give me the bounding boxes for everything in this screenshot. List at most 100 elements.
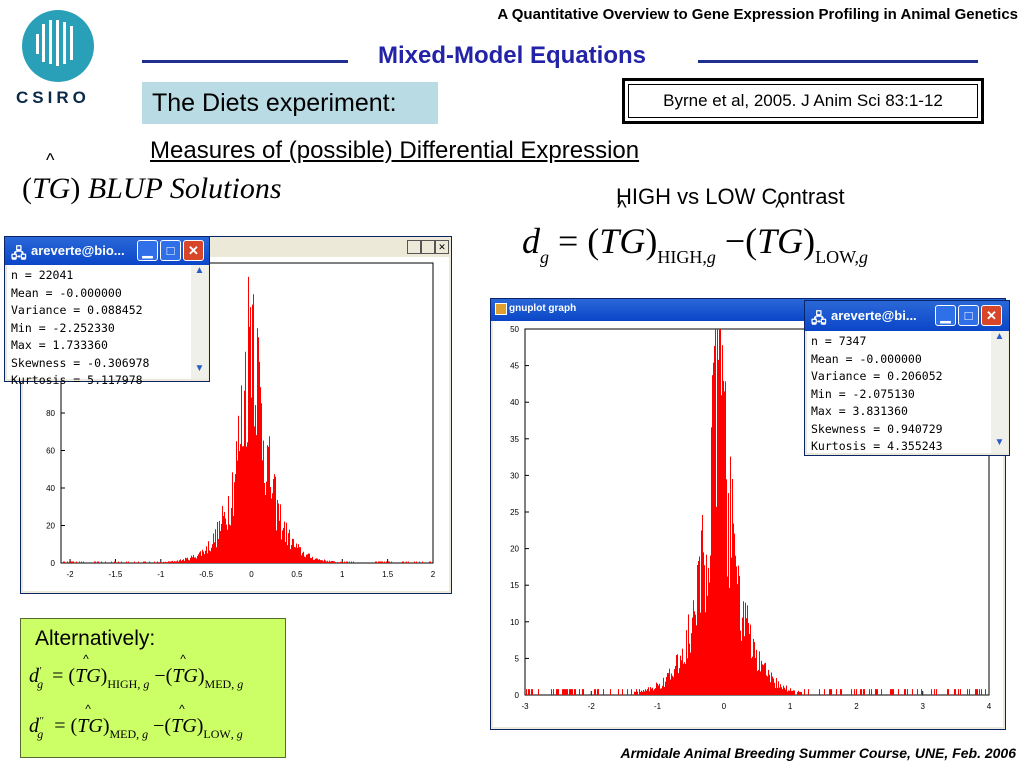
right-hist-bar <box>739 575 740 695</box>
right-hist-bar <box>738 565 739 695</box>
minimize-button[interactable] <box>407 240 421 254</box>
maximize-button[interactable] <box>421 240 435 254</box>
scroll-down-icon[interactable]: ▼ <box>994 437 1005 448</box>
left-hist-bar <box>182 560 183 563</box>
scroll-down-icon[interactable]: ▼ <box>194 363 205 374</box>
right-hist-bar <box>674 669 675 695</box>
scroll-up-icon[interactable]: ▲ <box>194 265 205 276</box>
right-hist-bar <box>635 691 636 695</box>
right-hist-bar <box>967 689 968 695</box>
right-hist-x-tick-label: -1 <box>654 702 662 711</box>
left-hist-bar <box>134 561 135 563</box>
close-button[interactable]: ✕ <box>981 305 1002 326</box>
left-stats-line: Min = -2.252330 <box>11 320 115 335</box>
minimize-button[interactable]: ▁ <box>137 240 158 261</box>
left-hist-bar <box>386 561 387 563</box>
maximize-button[interactable]: □ <box>160 240 181 261</box>
left-hist-bar <box>172 560 173 563</box>
right-hist-bar <box>797 692 798 695</box>
left-hist-bar <box>268 446 269 563</box>
right-hist-bar <box>570 689 571 695</box>
right-stats-scrollbar[interactable]: ▲ ▼ <box>991 331 1008 453</box>
right-hist-bar <box>960 689 961 695</box>
right-hist-bar <box>562 689 563 695</box>
left-hist-bar <box>166 562 167 563</box>
left-hist-bar <box>225 518 226 563</box>
right-plot-window[interactable]: gnuplot graph 0 5 10 15 20 25 30 35 40 45 50 -3 -2 -1… <box>490 298 1006 730</box>
left-hist-bar <box>279 520 280 563</box>
left-hist-bar <box>315 558 316 563</box>
right-hist-bar <box>657 683 658 695</box>
scroll-up-icon[interactable]: ▲ <box>994 331 1005 342</box>
close-button[interactable]: ✕ <box>183 240 204 261</box>
right-hist-x-tick-label: -2 <box>588 702 596 711</box>
minimize-button[interactable]: ▁ <box>935 305 956 326</box>
right-hist-bar <box>705 612 706 695</box>
right-hist-bar <box>787 691 788 695</box>
right-hist-bar <box>776 678 777 695</box>
low-subscript: LOW <box>815 247 855 267</box>
right-hist-bar <box>595 689 596 695</box>
right-hist-x-tick-label: 0 <box>722 702 727 711</box>
right-hist-bar <box>746 618 747 695</box>
right-hist-bar <box>808 689 809 695</box>
right-stats-titlebar[interactable]: 🖧 areverte@bi... ▁ □ ✕ <box>805 301 1009 331</box>
right-hist-bar <box>695 614 696 695</box>
med-subscript: MED <box>204 677 232 691</box>
left-hist-bar <box>349 561 350 563</box>
maximize-button[interactable]: □ <box>958 305 979 326</box>
left-hist-bar <box>275 476 276 563</box>
left-hist-bar <box>389 561 390 563</box>
left-hist-bar <box>282 530 283 563</box>
left-hist-bar <box>111 561 112 563</box>
right-hist-bar <box>677 654 678 695</box>
right-hist-bar <box>721 395 722 695</box>
right-hist-bar <box>907 689 908 695</box>
left-stats-line: Kurtosis = 5.117978 <box>11 373 143 387</box>
left-hist-bar <box>247 442 248 563</box>
left-hist-bar <box>329 560 330 563</box>
right-hist-bar <box>772 676 773 695</box>
right-hist-bar <box>655 688 656 695</box>
g-subscript: g <box>237 677 244 691</box>
right-hist-bar <box>863 689 864 695</box>
logo-text: CSIRO <box>16 88 90 107</box>
right-hist-bar <box>718 359 719 695</box>
right-hist-bar <box>758 669 759 695</box>
left-hist-bar <box>97 561 98 563</box>
left-hist-bar <box>255 405 256 563</box>
left-hist-bar <box>340 561 341 563</box>
section-title: Mixed-Model Equations <box>377 42 646 69</box>
right-hist-bar <box>731 557 732 695</box>
left-hist-bar <box>287 545 288 563</box>
right-hist-bar <box>743 601 744 695</box>
left-hist-bar <box>323 561 324 563</box>
right-hist-bar <box>876 689 877 695</box>
right-stats-window[interactable]: 🖧 areverte@bi... ▁ □ ✕ n = 7347 Mean = -0… <box>804 300 1010 456</box>
right-hist-bar <box>569 689 570 695</box>
left-hist-bar <box>188 559 189 563</box>
left-hist-bar <box>231 507 232 563</box>
right-hist-bar <box>948 689 949 695</box>
left-stats-scrollbar[interactable]: ▲ ▼ <box>191 265 208 379</box>
right-hist-bar <box>641 690 642 695</box>
left-hist-bar <box>76 561 77 563</box>
left-hist-bar <box>291 545 292 563</box>
left-hist-bar <box>212 544 213 563</box>
left-plot-window[interactable]: ✕ 020406080100120-2-1.5-1-0.500.511.52 <box>20 236 452 594</box>
close-button[interactable]: ✕ <box>435 240 449 254</box>
left-hist-bar <box>105 561 106 563</box>
left-hist-y-tick-label: 0 <box>51 559 56 568</box>
left-hist-bar <box>185 557 186 563</box>
left-stats-titlebar[interactable]: 🖧 areverte@bio... ▁ □ ✕ <box>5 237 209 265</box>
reference-text: Byrne et al, 2005. J Anim Sci 83:1-12 <box>628 84 978 118</box>
left-stats-window[interactable]: 🖧 areverte@bio... ▁ □ ✕ n = 22041 Mean = … <box>4 236 210 387</box>
left-hist-bar <box>402 561 403 563</box>
right-hist-bar <box>665 681 666 695</box>
left-hist-bar <box>325 560 326 563</box>
hat-accent: ^ <box>617 197 627 219</box>
left-hist-bar <box>346 561 347 563</box>
right-hist-bar <box>666 676 667 695</box>
high-subscript: HIGH <box>107 677 138 691</box>
right-hist-bar <box>622 689 623 695</box>
